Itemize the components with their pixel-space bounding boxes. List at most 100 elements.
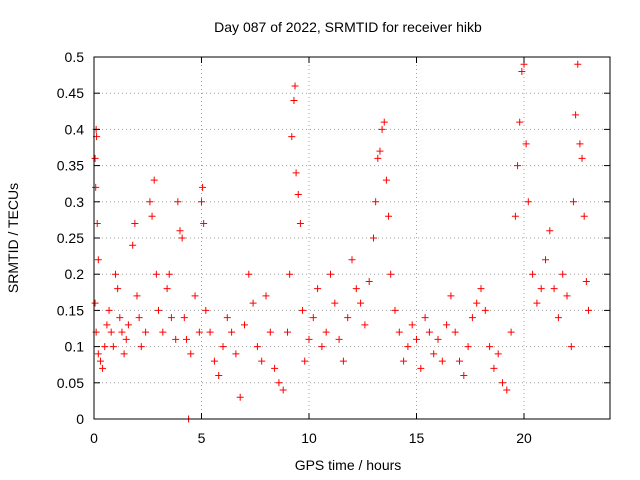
data-point-0-82 — [314, 285, 322, 293]
data-point-0-92 — [357, 299, 365, 307]
data-point-0-32 — [152, 270, 160, 278]
data-point-0-36 — [165, 270, 173, 278]
data-point-0-119 — [456, 357, 463, 365]
y-tick-label-0: 0 — [76, 411, 84, 427]
data-point-0-143 — [546, 227, 554, 235]
data-point-0-46 — [191, 292, 199, 300]
data-point-0-113 — [430, 350, 438, 358]
data-point-0-129 — [499, 379, 506, 387]
y-tick-label-5: 0.25 — [57, 230, 84, 246]
axis-ticks — [93, 56, 610, 420]
x-axis-title: GPS time / hours — [295, 457, 402, 473]
data-point-0-127 — [490, 364, 498, 372]
data-point-0-154 — [580, 212, 588, 220]
data-point-0-87 — [335, 335, 343, 343]
data-point-0-73 — [290, 96, 298, 104]
data-points — [91, 60, 592, 423]
data-point-0-71 — [286, 270, 294, 278]
data-point-0-100 — [380, 118, 388, 126]
data-point-0-140 — [533, 299, 541, 307]
grid-lines — [94, 57, 610, 419]
data-point-0-76 — [294, 191, 302, 199]
data-point-0-102 — [385, 212, 393, 220]
data-point-0-5 — [94, 256, 102, 264]
data-point-0-79 — [301, 357, 309, 365]
data-point-0-28 — [142, 328, 150, 336]
data-point-0-85 — [327, 270, 334, 278]
data-point-0-40 — [176, 227, 184, 235]
data-point-0-121 — [464, 343, 472, 351]
data-point-0-145 — [554, 314, 562, 322]
data-point-0-39 — [174, 198, 182, 206]
data-point-0-104 — [391, 306, 399, 314]
data-point-0-54 — [215, 372, 223, 380]
data-point-0-146 — [559, 270, 567, 278]
data-point-0-88 — [339, 357, 347, 365]
data-point-0-94 — [365, 277, 373, 285]
data-point-0-155 — [582, 277, 590, 285]
data-point-0-103 — [387, 270, 395, 278]
data-point-0-57 — [228, 328, 236, 336]
data-point-0-42 — [180, 314, 188, 322]
data-point-0-58 — [232, 350, 240, 358]
data-point-0-65 — [262, 292, 270, 300]
data-point-0-91 — [352, 285, 360, 293]
data-point-0-74 — [291, 82, 299, 90]
data-point-0-0 — [91, 154, 99, 162]
data-point-0-45 — [187, 350, 195, 358]
data-point-0-63 — [253, 343, 261, 351]
data-point-0-96 — [372, 198, 380, 206]
data-point-0-99 — [378, 125, 386, 133]
data-point-0-34 — [159, 328, 167, 336]
data-point-0-55 — [219, 343, 227, 351]
data-point-0-3 — [92, 183, 100, 191]
data-point-0-48 — [198, 198, 205, 206]
data-point-0-144 — [550, 285, 558, 293]
data-point-0-56 — [223, 314, 231, 322]
data-point-0-23 — [129, 241, 137, 249]
data-point-0-115 — [438, 357, 446, 365]
x-tick-labels: 0 5 10 15 20 — [90, 430, 532, 446]
data-point-0-149 — [569, 198, 577, 206]
data-point-0-138 — [524, 198, 532, 206]
data-point-0-95 — [370, 234, 377, 242]
y-tick-label-4: 0.2 — [65, 266, 85, 282]
data-point-0-18 — [116, 314, 124, 322]
data-point-0-110 — [417, 364, 425, 372]
data-point-0-59 — [236, 393, 244, 401]
data-point-0-22 — [124, 321, 132, 329]
data-point-0-152 — [576, 140, 584, 148]
data-point-0-90 — [348, 256, 356, 264]
data-point-0-25 — [133, 292, 141, 300]
data-point-0-8 — [94, 350, 102, 358]
data-point-0-133 — [514, 162, 522, 170]
data-point-0-141 — [537, 285, 545, 293]
data-point-0-50 — [200, 220, 208, 228]
data-point-0-123 — [473, 299, 481, 307]
data-point-0-130 — [503, 386, 511, 394]
data-point-0-69 — [279, 386, 287, 394]
data-point-0-38 — [172, 335, 180, 343]
data-point-0-97 — [374, 154, 382, 162]
data-point-0-135 — [518, 67, 526, 75]
data-point-0-114 — [434, 335, 442, 343]
data-point-0-98 — [376, 147, 384, 155]
data-point-0-33 — [155, 306, 162, 314]
data-point-0-19 — [118, 328, 126, 336]
data-point-0-35 — [163, 285, 171, 293]
data-point-0-109 — [413, 335, 420, 343]
data-point-0-139 — [529, 270, 537, 278]
data-point-0-64 — [258, 357, 266, 365]
data-point-0-126 — [486, 343, 494, 351]
data-point-0-43 — [182, 335, 190, 343]
data-point-0-17 — [114, 285, 122, 293]
data-point-0-61 — [245, 270, 253, 278]
data-point-0-81 — [309, 314, 317, 322]
y-tick-label-2: 0.1 — [65, 339, 85, 355]
x-tick-label-2: 10 — [301, 430, 317, 446]
data-point-0-41 — [178, 234, 186, 242]
data-point-0-24 — [131, 220, 139, 228]
data-point-0-15 — [109, 343, 117, 351]
y-axis-title: SRMTID / TECUs — [5, 183, 21, 293]
